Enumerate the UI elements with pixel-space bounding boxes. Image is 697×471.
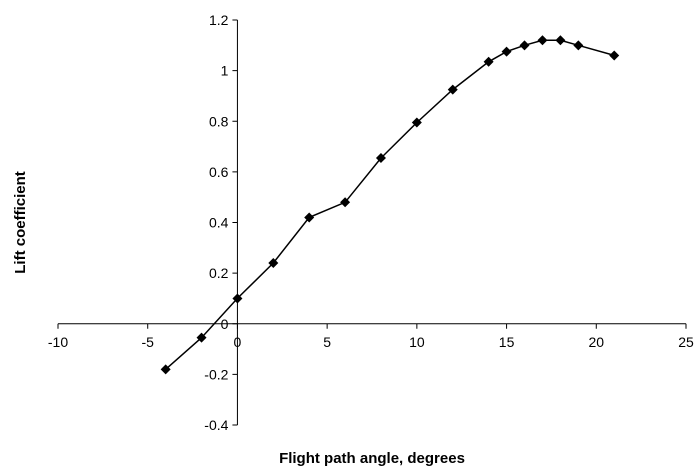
y-tick-label: 1 (221, 63, 229, 79)
x-axis-title: Flight path angle, degrees (279, 450, 465, 467)
x-tick-label: 25 (678, 334, 694, 350)
data-point-marker (375, 152, 386, 163)
series-group (160, 35, 620, 375)
y-tick-label: 0.4 (209, 215, 229, 231)
series-line (165, 39, 615, 370)
data-point-marker (340, 197, 351, 208)
data-point-marker (160, 364, 171, 375)
data-point-marker (447, 84, 458, 95)
y-tick-label: 0 (221, 316, 229, 332)
x-tick-label: 10 (409, 334, 425, 350)
y-tick-label: 0.6 (209, 164, 229, 180)
y-tick-label: -0.2 (204, 366, 228, 382)
x-tick-label: 5 (323, 334, 331, 350)
data-point-marker (232, 293, 243, 304)
x-tick-label: -10 (48, 334, 68, 350)
data-point-marker (573, 40, 584, 51)
data-point-marker (555, 35, 566, 46)
x-tick-label: 0 (234, 334, 242, 350)
x-tick-label: -5 (141, 334, 154, 350)
axes (57, 19, 687, 426)
data-point-marker (609, 50, 620, 61)
data-point-marker (304, 212, 315, 223)
data-point-marker (411, 117, 422, 128)
data-point-marker (537, 35, 548, 46)
y-axis-title: Lift coefficient (12, 171, 29, 274)
y-tick-label: 1.2 (209, 12, 229, 28)
x-tick-label: 20 (588, 334, 604, 350)
data-point-marker (268, 258, 279, 268)
tick-labels: -10 -5 0 5 10 15 20 25 -0.4 -0.2 0 0.2 0.4 0.6 0.8 1 1.2 (48, 12, 694, 433)
y-tick-label: -0.4 (204, 417, 228, 433)
data-point-marker (519, 40, 530, 51)
y-tick-label: 0.2 (209, 265, 229, 281)
y-tick-label: 0.8 (209, 113, 229, 129)
data-point-marker (196, 332, 207, 343)
data-point-marker (501, 46, 512, 57)
data-point-marker (483, 56, 494, 67)
x-tick-label: 15 (499, 334, 515, 350)
